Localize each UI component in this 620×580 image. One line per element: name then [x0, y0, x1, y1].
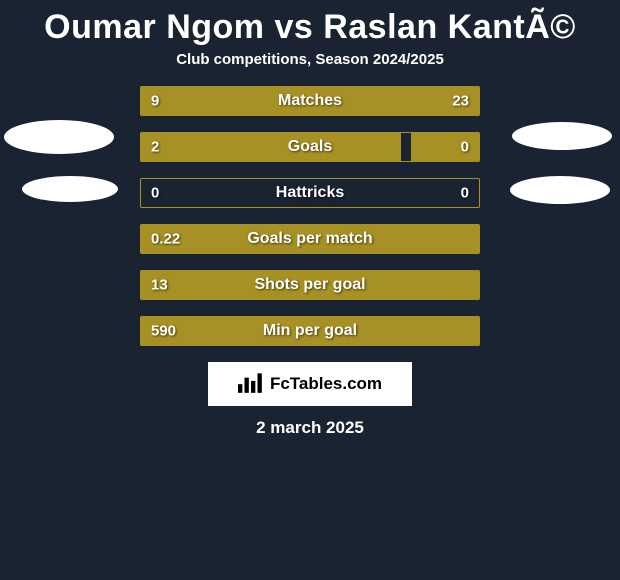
comparison-row: 590 Min per goal: [0, 316, 620, 346]
value-left: 2: [151, 139, 159, 156]
logo-text: FcTables.com: [270, 374, 382, 394]
comparison-row: 0.22 Goals per match: [0, 224, 620, 254]
bar-track: 590 Min per goal: [140, 316, 480, 346]
logo-bars-icon: [238, 371, 264, 398]
metric-label: Shots per goal: [254, 276, 365, 294]
bar-track: 0 0 Hattricks: [140, 178, 480, 208]
value-left: 0.22: [151, 231, 180, 248]
comparison-row: 2 0 Goals: [0, 132, 620, 162]
comparison-row: 13 Shots per goal: [0, 270, 620, 300]
value-right: 23: [452, 93, 469, 110]
bar-track: 13 Shots per goal: [140, 270, 480, 300]
page-subtitle: Club competitions, Season 2024/2025: [0, 51, 620, 86]
comparison-chart: 9 23 Matches 2 0 Goals 0 0 Hattricks 0.22 Goals pe…: [0, 86, 620, 346]
bar-track: 9 23 Matches: [140, 86, 480, 116]
metric-label: Goals: [288, 138, 332, 156]
comparison-row: 9 23 Matches: [0, 86, 620, 116]
page-title: Oumar Ngom vs Raslan KantÃ©: [0, 0, 620, 51]
value-right: 0: [461, 185, 469, 202]
value-left: 9: [151, 93, 159, 110]
logo-badge: FcTables.com: [208, 362, 412, 406]
comparison-row: 0 0 Hattricks: [0, 178, 620, 208]
value-left: 13: [151, 277, 168, 294]
metric-label: Min per goal: [263, 322, 357, 340]
metric-label: Hattricks: [276, 184, 344, 202]
bar-track: 2 0 Goals: [140, 132, 480, 162]
bar-right: [236, 87, 479, 115]
metric-label: Matches: [278, 92, 342, 110]
value-left: 590: [151, 323, 176, 340]
footer-date: 2 march 2025: [0, 418, 620, 438]
bar-track: 0.22 Goals per match: [140, 224, 480, 254]
bar-left: [141, 133, 401, 161]
value-left: 0: [151, 185, 159, 202]
bar-gap: [401, 133, 411, 161]
metric-label: Goals per match: [247, 230, 372, 248]
value-right: 0: [461, 139, 469, 156]
